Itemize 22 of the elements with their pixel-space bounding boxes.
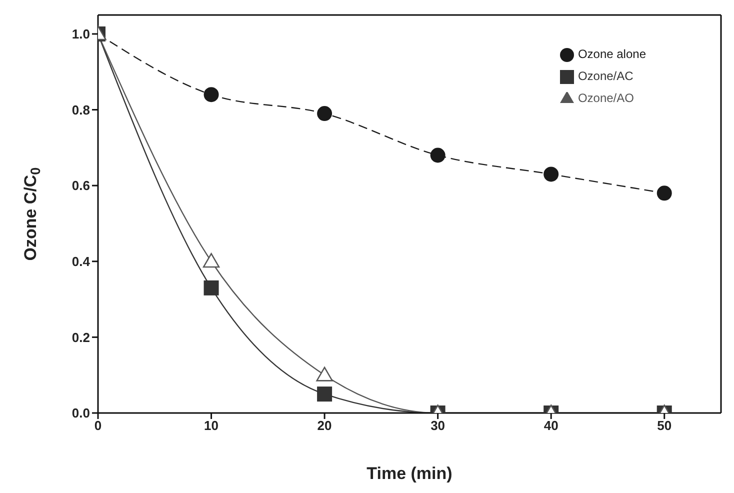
x-tick-label: 30 xyxy=(430,418,446,434)
x-tick-label: 0 xyxy=(94,418,102,434)
x-tick-label: 40 xyxy=(544,418,558,434)
legend-label: Ozone/AC xyxy=(578,69,634,83)
point xyxy=(656,186,672,201)
x-tick-label: 20 xyxy=(317,418,332,434)
y-tick-label: 0.8 xyxy=(72,102,90,118)
y-tick-label: 1.0 xyxy=(72,26,90,42)
point xyxy=(202,253,220,268)
y-tick-label: 0.0 xyxy=(72,406,90,421)
point xyxy=(204,87,219,102)
x-tick-label: 50 xyxy=(657,418,672,434)
y-tick-label: 0.6 xyxy=(72,178,90,194)
y-tick-label: 0.4 xyxy=(72,254,91,269)
x-axis-title: Time (min) xyxy=(366,464,452,483)
x-tick-label: 10 xyxy=(204,418,219,434)
point xyxy=(544,166,559,182)
legend-label: Ozone alone xyxy=(578,47,646,61)
point xyxy=(430,148,446,163)
legend-label: Ozone/AO xyxy=(578,91,634,105)
y-tick-label: 0.2 xyxy=(72,330,90,345)
point xyxy=(317,106,332,122)
